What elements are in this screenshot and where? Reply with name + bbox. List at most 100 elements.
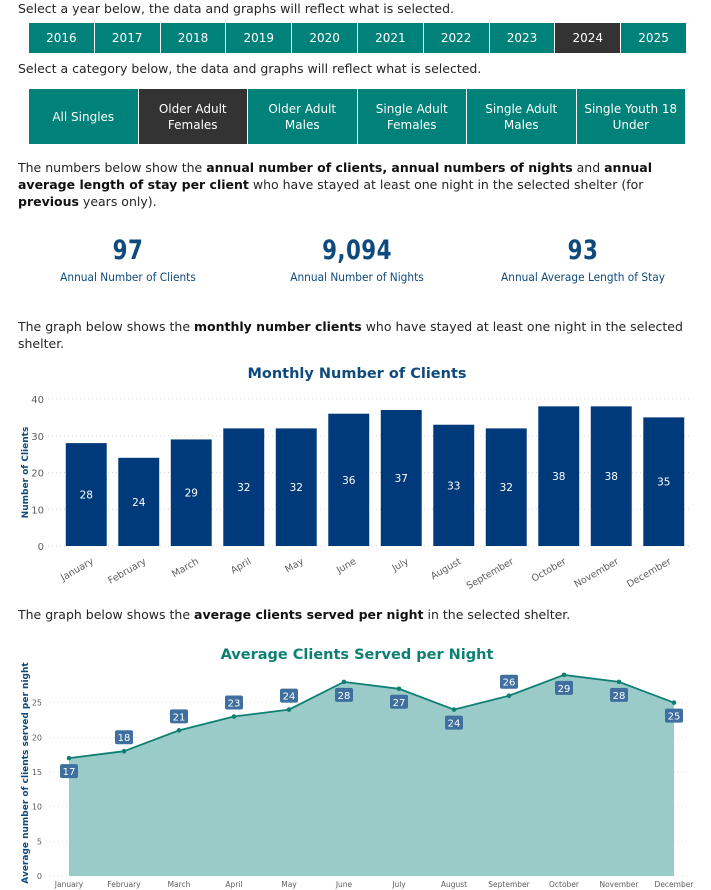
x-tick-label: August <box>429 556 464 582</box>
year-button-2025[interactable]: 2025 <box>621 23 686 53</box>
category-prompt: Select a category below, the data and gr… <box>18 61 482 76</box>
y-tick-label: 20 <box>31 469 44 480</box>
bar-february <box>118 457 160 546</box>
data-label-box <box>390 694 408 709</box>
bar-may <box>275 428 317 546</box>
intro-text-part: The graph below shows the <box>18 607 195 622</box>
x-tick-label: May <box>281 880 297 889</box>
data-label-box <box>665 708 683 723</box>
x-tick-label: September <box>465 556 516 592</box>
kpi-value: 93 <box>567 235 599 266</box>
category-button-older-adult-males[interactable]: Older Adult Males <box>248 89 358 144</box>
data-point <box>176 728 182 733</box>
x-tick-label: July <box>391 880 406 889</box>
x-tick-label: January <box>58 556 96 584</box>
year-button-2018[interactable]: 2018 <box>160 23 227 53</box>
data-point <box>66 755 72 761</box>
x-tick-label: October <box>530 556 569 585</box>
kpi-value: 97 <box>112 235 144 266</box>
year-button-2022[interactable]: 2022 <box>423 23 490 53</box>
bar-data-label: 32 <box>500 482 513 494</box>
x-tick-label: July <box>390 556 411 575</box>
kpi-average-length-of-stay: 93 Annual Average Length of Stay <box>473 235 693 285</box>
intro-text-part: and <box>572 160 605 175</box>
data-label: 17 <box>63 767 76 778</box>
intro-text-bold: monthly number clients <box>194 319 362 334</box>
data-point <box>121 748 127 754</box>
data-label-box <box>610 687 628 702</box>
data-point <box>671 700 677 705</box>
category-button-single-adult-females[interactable]: Single Adult Females <box>357 89 467 144</box>
y-tick-label: 0 <box>37 872 42 881</box>
data-point <box>286 707 292 712</box>
y-tick-label: 40 <box>31 395 44 406</box>
y-tick-label: 20 <box>32 733 42 742</box>
intro-text-part: in the selected shelter. <box>423 607 571 622</box>
bar-data-label: 28 <box>80 490 93 502</box>
bar-data-label: 24 <box>132 497 146 509</box>
bar-data-label: 29 <box>185 488 198 500</box>
chart-title: Average Clients Served per Night <box>221 647 494 663</box>
y-tick-label: 30 <box>31 432 44 443</box>
x-tick-label: June <box>334 556 358 576</box>
x-tick-label: April <box>225 880 242 889</box>
monthly-clients-chart: Monthly Number of Clients Number of Clien… <box>21 366 690 592</box>
bar-november <box>590 406 632 546</box>
avg-chart-intro: The graph below shows the average client… <box>18 606 570 623</box>
bar-july <box>380 410 422 546</box>
bar-data-label: 36 <box>342 475 356 487</box>
category-button-single-adult-males[interactable]: Single Adult Males <box>467 89 577 144</box>
year-button-2023[interactable]: 2023 <box>489 23 556 53</box>
x-tick-label: November <box>599 880 639 889</box>
kpi-label: Annual Number of Clients <box>60 270 196 284</box>
intro-text-part: who have stayed at least one night in th… <box>248 177 644 192</box>
data-label-box <box>225 695 243 710</box>
year-button-2019[interactable]: 2019 <box>226 23 293 53</box>
x-tick-label: October <box>549 880 580 889</box>
bar-data-label: 32 <box>290 482 303 494</box>
kpi-intro-text: The numbers below show the annual number… <box>18 159 688 210</box>
x-tick-label: August <box>441 880 467 889</box>
x-tick-label: February <box>107 880 141 889</box>
avg-clients-per-night-chart: Average Clients Served per Night Average … <box>21 647 694 889</box>
year-button-2024[interactable]: 2024 <box>555 23 622 53</box>
intro-text-bold: average clients served per night <box>194 607 424 622</box>
intro-text-part: The numbers below show the <box>18 160 207 175</box>
bar-april <box>223 428 265 546</box>
y-axis-label: Number of Clients <box>21 427 31 519</box>
x-tick-label: April <box>229 556 253 576</box>
bar-data-label: 33 <box>447 480 460 492</box>
category-button-older-adult-females[interactable]: Older Adult Females <box>138 89 248 144</box>
year-button-2021[interactable]: 2021 <box>357 23 424 53</box>
monthly-chart-intro: The graph below shows the monthly number… <box>18 318 711 352</box>
year-button-2017[interactable]: 2017 <box>94 23 161 53</box>
bar-september <box>485 428 527 546</box>
category-button-all-singles[interactable]: All Singles <box>29 89 139 144</box>
data-label: 21 <box>173 712 186 723</box>
kpi-label: Annual Number of Nights <box>290 270 424 284</box>
kpi-annual-clients: 97 Annual Number of Clients <box>18 235 238 285</box>
data-point <box>341 679 347 685</box>
intro-text-bold: annual average length of stay per client <box>18 160 652 192</box>
data-label-box <box>115 730 133 745</box>
year-button-2020[interactable]: 2020 <box>292 23 358 53</box>
intro-text-part: who have stayed at least one night in th… <box>18 319 683 351</box>
data-label-box <box>60 764 78 779</box>
bar-january <box>65 443 107 546</box>
kpi-annual-nights: 9,094 Annual Number of Nights <box>247 236 467 285</box>
bar-march <box>170 439 212 546</box>
x-tick-label: February <box>106 556 148 587</box>
data-label-box <box>280 688 298 703</box>
data-point <box>396 686 402 692</box>
bar-data-label: 38 <box>605 471 618 483</box>
bar-december <box>643 417 685 546</box>
category-button-single-youth-18-under[interactable]: Single Youth 18 Under <box>576 89 685 144</box>
bar-june <box>328 413 370 546</box>
year-button-2016[interactable]: 2016 <box>29 23 95 53</box>
year-prompt: Select a year below, the data and graphs… <box>18 1 454 16</box>
data-label-box <box>335 687 353 702</box>
data-point <box>451 707 457 712</box>
data-label: 28 <box>613 691 626 702</box>
y-tick-label: 25 <box>32 699 42 708</box>
data-point <box>506 693 512 699</box>
